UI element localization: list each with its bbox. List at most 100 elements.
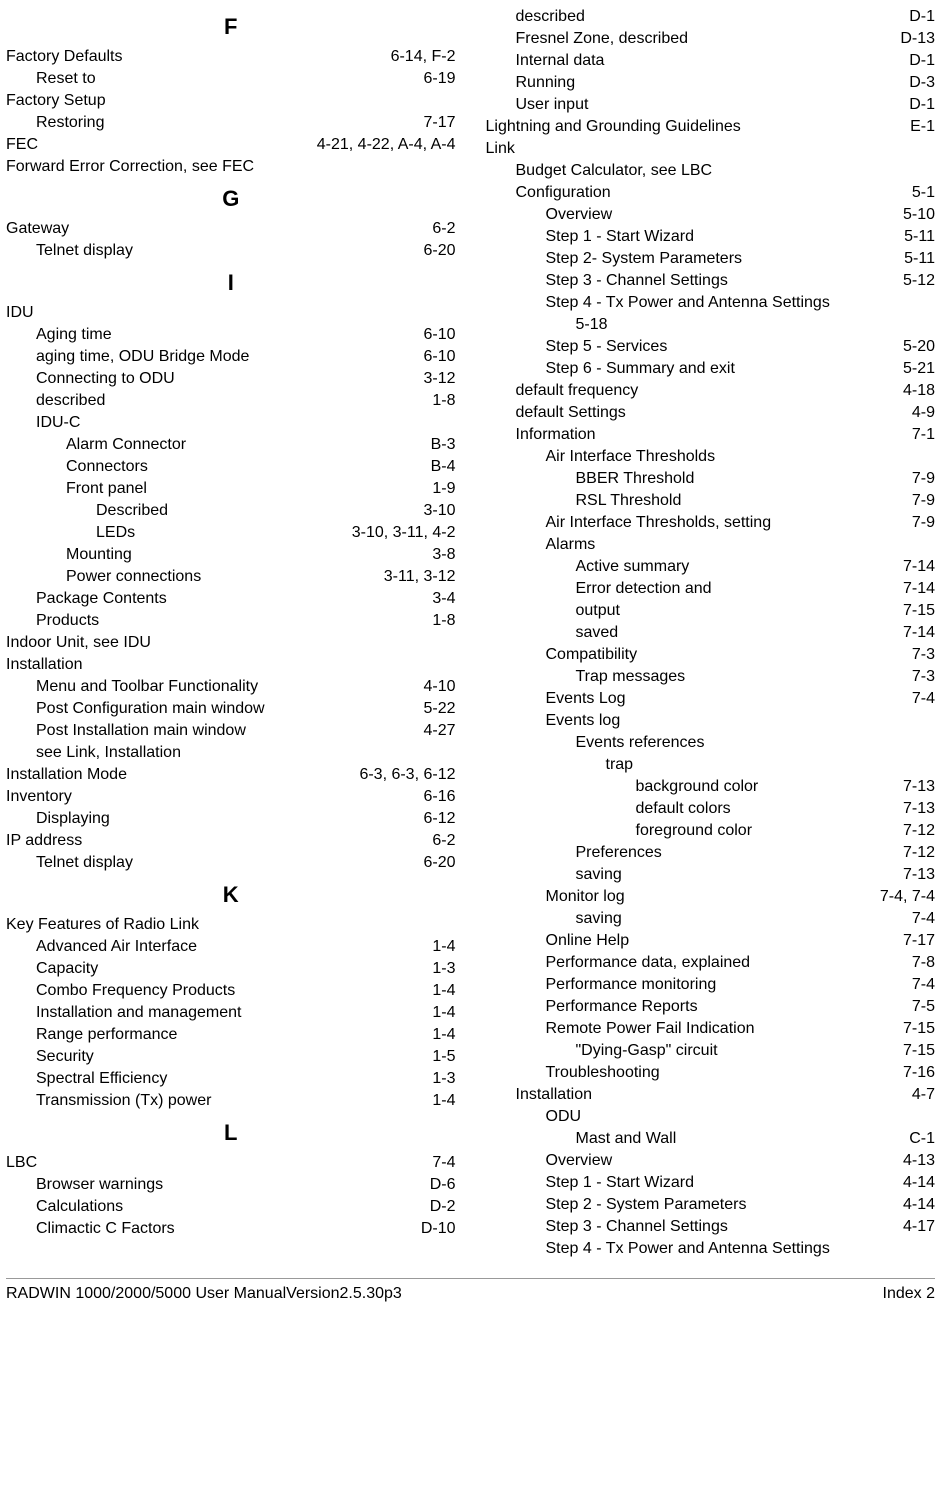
entry-label: Online Help [486, 930, 903, 952]
entry-label: Information [486, 424, 912, 446]
entry-label: Reset to [6, 68, 423, 90]
index-entry: Factory Setup [6, 90, 456, 112]
entry-label: Installation and management [6, 1002, 432, 1024]
entry-label: Aging time [6, 324, 423, 346]
index-entry: default frequency4-18 [486, 380, 936, 402]
entry-pageref: 6-2 [432, 218, 455, 240]
entry-label: Step 1 - Start Wizard [486, 226, 905, 248]
left-column: FFactory Defaults6-14, F-2Reset to6-19Fa… [6, 6, 456, 1260]
entry-label: LBC [6, 1152, 432, 1174]
entry-pageref: D-10 [421, 1218, 456, 1240]
entry-pageref: 7-4 [912, 908, 935, 930]
index-entry: Connecting to ODU3-12 [6, 368, 456, 390]
entry-pageref: 3-10 [423, 500, 455, 522]
index-entry: Package Contents3-4 [6, 588, 456, 610]
index-entry: Capacity1-3 [6, 958, 456, 980]
entry-label: Front panel [6, 478, 432, 500]
entry-label: default Settings [486, 402, 912, 424]
columns-container: FFactory Defaults6-14, F-2Reset to6-19Fa… [6, 6, 935, 1260]
index-entry: Alarms [486, 534, 936, 556]
entry-label: User input [486, 94, 910, 116]
index-entry: Installation Mode6-3, 6-3, 6-12 [6, 764, 456, 786]
index-entry: Online Help7-17 [486, 930, 936, 952]
entry-label: saved [486, 622, 903, 644]
index-entry: Fresnel Zone, describedD-13 [486, 28, 936, 50]
index-entry: Menu and Toolbar Functionality4-10 [6, 676, 456, 698]
entry-pageref: 7-15 [903, 1040, 935, 1062]
entry-label: saving [486, 908, 912, 930]
index-entry: Front panel1-9 [6, 478, 456, 500]
index-entry: Step 4 - Tx Power and Antenna Settings [486, 1238, 936, 1260]
entry-pageref: D-13 [900, 28, 935, 50]
entry-label: Displaying [6, 808, 423, 830]
entry-label: Alarm Connector [6, 434, 431, 456]
index-entry: Remote Power Fail Indication7-15 [486, 1018, 936, 1040]
entry-pageref: 7-4 [912, 688, 935, 710]
entry-pageref: B-4 [431, 456, 456, 478]
entry-label: Step 3 - Channel Settings [486, 1216, 903, 1238]
entry-label: Overview [486, 1150, 903, 1172]
footer-right: Index 2 [883, 1285, 935, 1303]
index-entry: Security1-5 [6, 1046, 456, 1068]
entry-pageref: 5-21 [903, 358, 935, 380]
index-entry: Trap messages7-3 [486, 666, 936, 688]
entry-pageref: 4-10 [423, 676, 455, 698]
entry-pageref: E-1 [910, 116, 935, 138]
section-letter: I [6, 270, 456, 296]
page-footer: RADWIN 1000/2000/5000 User ManualVersion… [6, 1278, 935, 1303]
index-entry: Indoor Unit, see IDU [6, 632, 456, 654]
index-entry: Climactic C FactorsD-10 [6, 1218, 456, 1240]
entry-label: Preferences [486, 842, 903, 864]
entry-label: Monitor log [486, 886, 880, 908]
entry-label: Performance data, explained [486, 952, 912, 974]
entry-label: Air Interface Thresholds, setting [486, 512, 912, 534]
entry-label: Fresnel Zone, described [486, 28, 901, 50]
entry-label: IDU [6, 302, 456, 324]
entry-pageref: 1-8 [432, 610, 455, 632]
index-entry: Telnet display6-20 [6, 240, 456, 262]
entry-pageref: 7-17 [423, 112, 455, 134]
index-entry: LBC7-4 [6, 1152, 456, 1174]
index-entry: foreground color7-12 [486, 820, 936, 842]
entry-label: trap [486, 754, 936, 776]
index-entry: LEDs3-10, 3-11, 4-2 [6, 522, 456, 544]
entry-pageref: 7-15 [903, 1018, 935, 1040]
entry-label: 5-18 [486, 314, 936, 336]
entry-pageref: 1-3 [432, 1068, 455, 1090]
entry-label: Step 5 - Services [486, 336, 903, 358]
section-letter: F [6, 14, 456, 40]
entry-pageref: 6-20 [423, 240, 455, 262]
entry-label: Mounting [6, 544, 432, 566]
index-entry: Displaying6-12 [6, 808, 456, 830]
entry-pageref: 7-13 [903, 864, 935, 886]
entry-label: Telnet display [6, 852, 423, 874]
entry-pageref: 7-4, 7-4 [880, 886, 935, 908]
entry-label: Events Log [486, 688, 912, 710]
index-entry: saved7-14 [486, 622, 936, 644]
entry-pageref: 6-20 [423, 852, 455, 874]
index-entry: Step 1 - Start Wizard4-14 [486, 1172, 936, 1194]
entry-pageref: 7-16 [903, 1062, 935, 1084]
index-entry: Error detection and7-14 [486, 578, 936, 600]
entry-label: Lightning and Grounding Guidelines [486, 116, 911, 138]
entry-label: Step 4 - Tx Power and Antenna Settings [486, 1238, 936, 1260]
entry-label: Security [6, 1046, 432, 1068]
entry-label: default colors [486, 798, 903, 820]
entry-label: foreground color [486, 820, 903, 842]
entry-label: Step 6 - Summary and exit [486, 358, 903, 380]
entry-label: Alarms [486, 534, 936, 556]
entry-label: Advanced Air Interface [6, 936, 432, 958]
index-entry: Factory Defaults6-14, F-2 [6, 46, 456, 68]
section-letter: K [6, 882, 456, 908]
entry-pageref: 3-12 [423, 368, 455, 390]
entry-pageref: 7-13 [903, 798, 935, 820]
index-entry: IDU-C [6, 412, 456, 434]
index-entry: Inventory6-16 [6, 786, 456, 808]
entry-pageref: 4-13 [903, 1150, 935, 1172]
index-entry: Browser warningsD-6 [6, 1174, 456, 1196]
index-entry: Performance data, explained7-8 [486, 952, 936, 974]
index-entry: FEC4-21, 4-22, A-4, A-4 [6, 134, 456, 156]
entry-pageref: 7-14 [903, 556, 935, 578]
index-entry: Internal dataD-1 [486, 50, 936, 72]
index-entry: Step 4 - Tx Power and Antenna Settings [486, 292, 936, 314]
